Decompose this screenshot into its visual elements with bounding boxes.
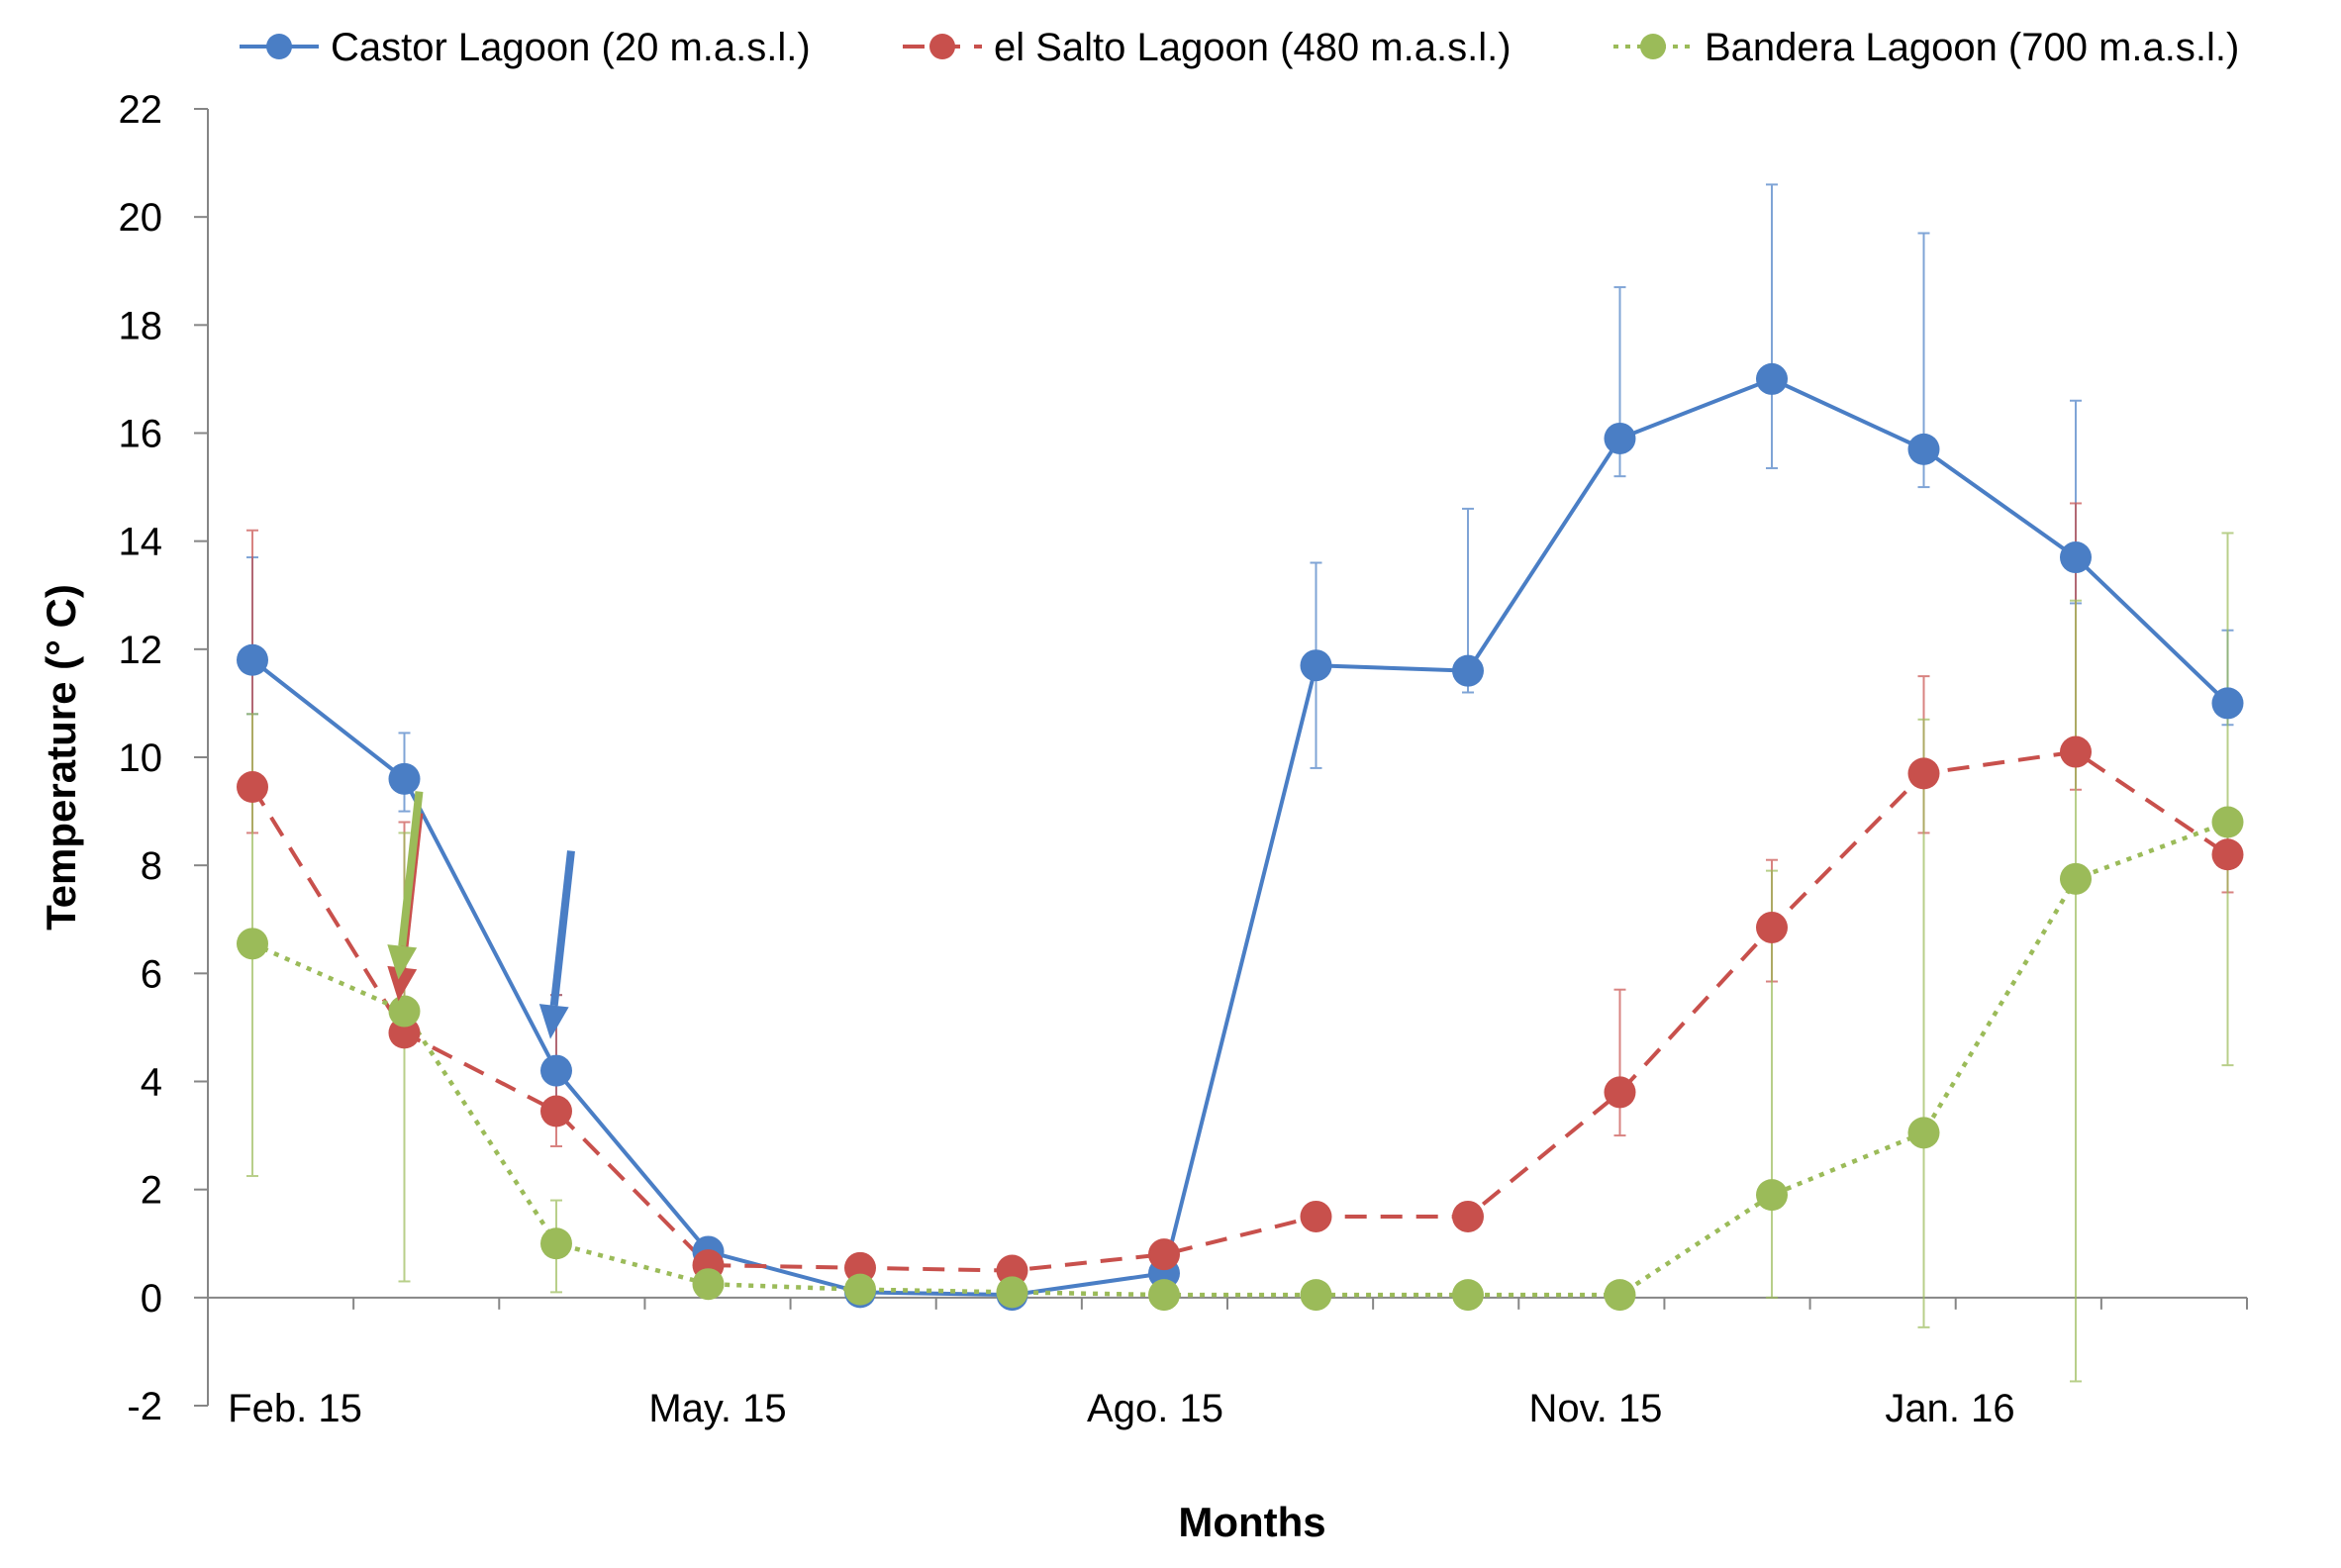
y-tick-label: 2 [141, 1169, 162, 1213]
data-point [237, 643, 268, 676]
y-tick-label: 10 [119, 736, 163, 780]
y-tick-label: 14 [119, 521, 163, 564]
legend-marker [266, 34, 292, 59]
x-axis-title: Months [1178, 1499, 1325, 1545]
data-point [844, 1273, 876, 1306]
y-tick-label: 6 [141, 952, 162, 996]
legend-marker [929, 34, 955, 59]
y-tick-label: 18 [119, 304, 163, 347]
series-line [250, 376, 2229, 1298]
data-point [237, 928, 268, 960]
x-tick-label: Feb. 15 [228, 1387, 362, 1430]
legend-label: el Salto Lagoon (480 m.a.s.l.) [994, 26, 1512, 69]
data-point [1452, 654, 1484, 687]
arrow-head [387, 944, 418, 980]
data-point [1604, 1076, 1636, 1109]
y-tick-label: 4 [141, 1061, 162, 1105]
data-point [1756, 1179, 1788, 1212]
y-tick-label: -2 [127, 1385, 162, 1428]
data-point [2211, 806, 2244, 838]
legend-item: el Salto Lagoon (480 m.a.s.l.) [903, 26, 1512, 69]
data-point [2060, 735, 2092, 768]
error-bar [1613, 988, 1626, 1137]
y-tick-label: 22 [119, 88, 163, 132]
data-point [1907, 757, 1940, 790]
arrow-head [387, 965, 418, 1002]
arrow-shaft [549, 850, 575, 1007]
data-point [1907, 1117, 1940, 1149]
y-tick-label: 12 [119, 629, 163, 672]
arrow-annotation [538, 850, 575, 1039]
legend-label: Castor Lagoon (20 m.a.s.l.) [331, 26, 811, 69]
x-tick-label: Jan. 16 [1885, 1387, 2014, 1430]
data-point [2060, 862, 2092, 895]
data-point [1452, 1200, 1484, 1232]
data-point [692, 1268, 725, 1301]
data-point [2060, 541, 2092, 574]
y-tick-label: 20 [119, 196, 163, 240]
data-point [1148, 1238, 1180, 1271]
data-point [540, 1227, 572, 1260]
legend-label: Bandera Lagoon (700 m.a.s.l.) [1705, 26, 2239, 69]
data-point [1300, 649, 1332, 682]
series-line [251, 820, 2229, 1298]
data-point [1907, 433, 1940, 465]
arrow-annotation [387, 791, 424, 980]
data-point [1300, 1200, 1332, 1232]
data-point [1604, 1279, 1636, 1312]
data-point [1148, 1279, 1180, 1312]
error-bar [1917, 718, 1930, 1328]
arrow-shaft [398, 791, 424, 947]
error-bar [2070, 599, 2082, 1383]
x-tick-label: Ago. 15 [1087, 1387, 1223, 1430]
arrow-head [538, 1004, 569, 1039]
data-point [388, 762, 421, 795]
legend-marker [1640, 34, 1666, 59]
data-point [540, 1054, 572, 1087]
data-point [1300, 1279, 1332, 1312]
y-tick-label: 8 [141, 844, 162, 888]
series-line [250, 749, 2229, 1273]
data-point [1756, 911, 1788, 943]
x-tick-label: May. 15 [648, 1387, 786, 1430]
data-point [540, 1095, 572, 1127]
y-tick-label: 16 [119, 413, 163, 456]
error-bar [1766, 183, 1778, 469]
data-point [1452, 1279, 1484, 1312]
data-point [1604, 422, 1636, 454]
data-point [2211, 687, 2244, 720]
data-point [1756, 362, 1788, 395]
error-bar [2221, 532, 2234, 1067]
legend-item: Bandera Lagoon (700 m.a.s.l.) [1613, 26, 2239, 69]
legend-item: Castor Lagoon (20 m.a.s.l.) [240, 26, 811, 69]
y-tick-label: 0 [141, 1277, 162, 1321]
data-point [2211, 838, 2244, 871]
y-axis-title: Temperature (° C) [38, 584, 84, 931]
data-point [996, 1276, 1028, 1309]
data-point [237, 771, 268, 804]
x-tick-label: Nov. 15 [1529, 1387, 1663, 1430]
data-point [388, 995, 421, 1028]
